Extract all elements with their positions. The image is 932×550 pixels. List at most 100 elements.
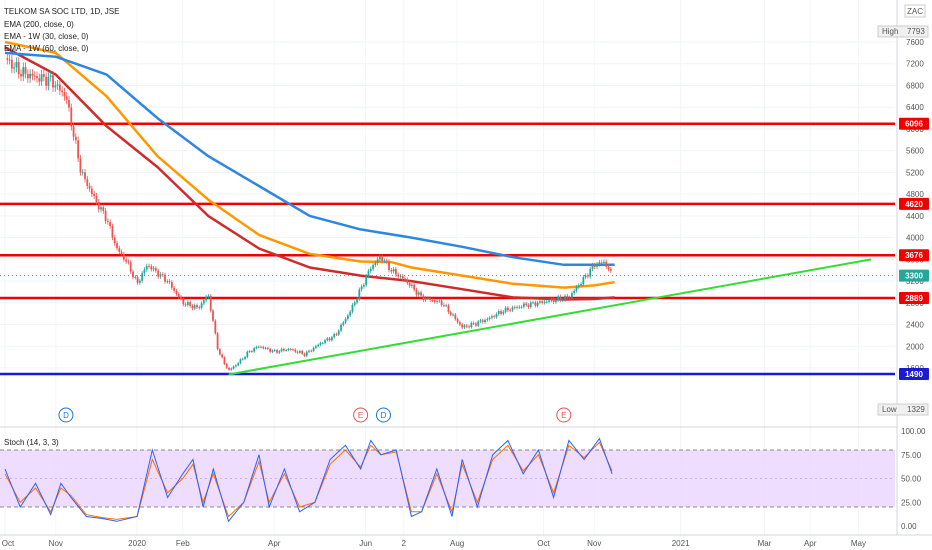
candle-body-254	[587, 275, 589, 277]
candle-body-216	[500, 311, 502, 314]
candle-body-128	[298, 351, 301, 353]
candle-body-112	[262, 346, 265, 349]
candle-body-144	[335, 333, 338, 335]
candle-body-228	[527, 304, 530, 308]
candle-body-43	[104, 210, 107, 222]
candle-body-226	[523, 303, 525, 307]
candle-body-120	[280, 348, 283, 352]
price-tick-6800: 6800	[906, 81, 924, 90]
time-label-12: Apr	[804, 539, 817, 548]
currency-label: ZAC	[907, 7, 923, 16]
candle-body-66	[157, 270, 160, 277]
price-tag-0: 6096	[905, 120, 923, 129]
candle-body-33	[81, 172, 84, 174]
low-value: 1329	[907, 405, 925, 414]
candle-body-111	[260, 346, 262, 348]
price-tag-1: 4620	[905, 200, 923, 209]
candle-body-220	[509, 310, 512, 312]
candle-body-224	[518, 306, 521, 308]
candle-body-61	[145, 265, 148, 270]
candle-body-197	[456, 319, 459, 323]
candle-body-208	[481, 320, 484, 323]
price-tag-bg-3	[899, 269, 929, 282]
candle-body-75	[177, 294, 180, 298]
candle-body-133	[310, 350, 313, 352]
candle-body-195	[452, 314, 454, 316]
candle-body-26	[65, 96, 68, 100]
candle-body-261	[603, 261, 605, 263]
candle-body-67	[159, 274, 162, 277]
candle-body-251	[580, 284, 582, 286]
candle-body-101	[237, 363, 240, 366]
candle-body-242	[559, 296, 562, 301]
time-label-4: Apr	[268, 539, 281, 548]
candle-body-122	[285, 350, 288, 351]
event-marker-3	[556, 407, 572, 423]
time-label-1: Nov	[49, 539, 63, 548]
high-box: High 7793	[877, 25, 929, 38]
candle-body-247	[571, 293, 573, 298]
candle-body-263	[607, 266, 610, 270]
time-label-8: Oct	[537, 539, 550, 548]
candle-body-260	[600, 262, 603, 264]
candle-body-163	[379, 256, 381, 260]
candle-body-87	[205, 296, 208, 301]
candle-body-104	[244, 357, 246, 359]
candle-body-151	[351, 304, 354, 312]
candle-body-209	[484, 320, 486, 323]
candle-body-147	[342, 322, 345, 325]
candle-body-0	[6, 58, 9, 60]
candle-body-210	[486, 318, 489, 321]
event-label-3: E	[561, 411, 566, 420]
candle-body-160	[372, 265, 374, 269]
candle-body-10	[29, 73, 32, 79]
price-tick-7200: 7200	[906, 60, 924, 69]
price-tick-5200: 5200	[906, 168, 924, 177]
candle-body-238	[550, 299, 553, 301]
event-marker-0	[58, 407, 74, 423]
candle-body-74	[175, 290, 178, 295]
candle-body-165	[383, 260, 386, 262]
candle-body-97	[228, 367, 230, 370]
candle-body-85	[200, 303, 203, 308]
candle-body-96	[225, 363, 228, 368]
candle-body-231	[534, 302, 537, 306]
candle-body-53	[127, 261, 130, 263]
price-tick-4400: 4400	[906, 212, 924, 221]
candle-body-76	[180, 297, 182, 299]
candle-body-148	[344, 318, 347, 323]
candle-body-172	[399, 276, 402, 277]
candle-body-109	[255, 347, 258, 349]
candle-body-57	[136, 277, 139, 283]
candle-body-184	[427, 298, 429, 299]
candle-body-145	[337, 330, 340, 335]
price-tick-2400: 2400	[906, 321, 924, 330]
price-tag-3: 3300	[905, 272, 923, 281]
candle-body-264	[609, 269, 612, 271]
candle-body-204	[472, 322, 475, 324]
price-tag-bg-4	[899, 291, 929, 304]
time-label-13: May	[851, 539, 866, 548]
candle-body-12	[33, 75, 36, 77]
candle-body-237	[548, 300, 550, 302]
candle-body-82	[193, 305, 196, 309]
candle-body-83	[196, 305, 198, 308]
currency-box[interactable]: ZAC	[904, 4, 926, 18]
event-label-2: D	[381, 411, 387, 420]
candle-body-223	[516, 307, 518, 308]
candle-body-130	[303, 353, 306, 356]
trendline	[228, 258, 872, 376]
candle-body-121	[282, 348, 285, 351]
candle-body-178	[413, 284, 416, 290]
candle-body-189	[438, 300, 441, 302]
candle-body-158	[367, 271, 370, 276]
candle-body-93	[218, 349, 221, 355]
candle-body-77	[182, 298, 185, 305]
candle-body-140	[326, 338, 329, 341]
candle-body-95	[223, 357, 226, 364]
candle-body-153	[356, 298, 358, 303]
candle-body-18	[47, 77, 50, 86]
candle-body-131	[305, 351, 308, 356]
ema-1w-30-line	[4, 40, 615, 289]
